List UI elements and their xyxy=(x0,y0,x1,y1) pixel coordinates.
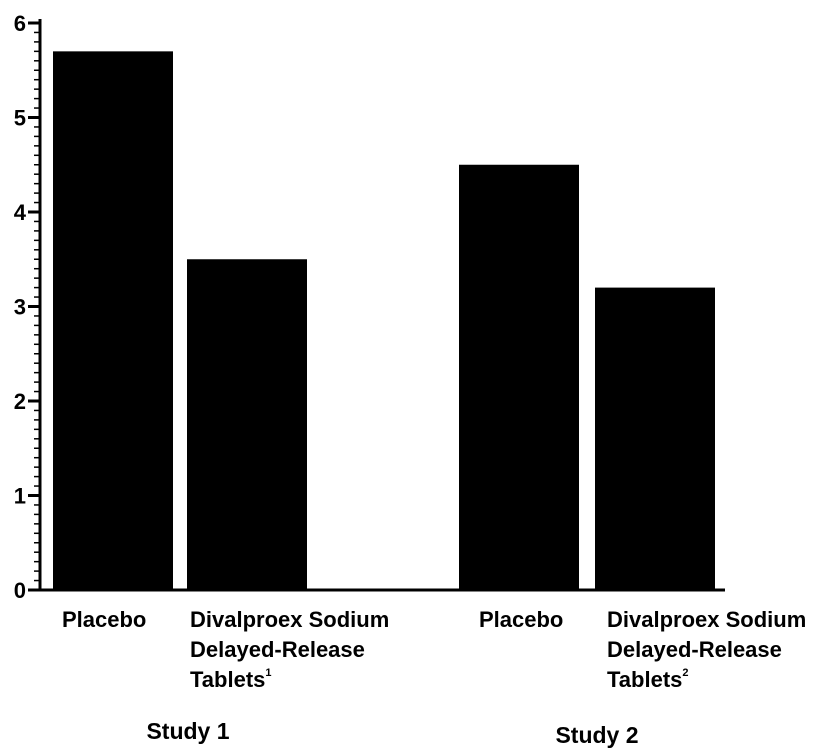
category-label: Placebo xyxy=(62,607,146,632)
category-label: Delayed-Release xyxy=(190,637,365,662)
bar xyxy=(459,164,579,590)
group-label: Study 1 xyxy=(146,718,229,744)
category-label: Divalproex Sodium xyxy=(190,607,389,632)
y-tick-label: 4 xyxy=(14,200,27,225)
y-tick-label: 5 xyxy=(14,106,26,131)
category-label: Divalproex Sodium xyxy=(607,607,806,632)
category-label: Tablets1 xyxy=(190,667,272,692)
y-tick-label: 1 xyxy=(14,484,26,509)
footnote-marker: 1 xyxy=(265,667,271,679)
y-tick-label: 3 xyxy=(14,295,26,320)
category-label: Placebo xyxy=(479,607,563,632)
category-label: Delayed-Release xyxy=(607,637,782,662)
bar xyxy=(53,51,173,591)
bars xyxy=(53,51,715,591)
footnote-marker: 2 xyxy=(682,667,688,679)
y-tick-label: 2 xyxy=(14,389,26,414)
group-label: Study 2 xyxy=(555,722,638,748)
y-tick-label: 0 xyxy=(14,578,26,603)
category-labels: Placebo Divalproex Sodium Delayed-Release T… xyxy=(62,607,806,748)
category-label: Tablets2 xyxy=(607,667,689,692)
bar xyxy=(595,287,715,590)
y-tick-label: 6 xyxy=(14,11,26,36)
bar xyxy=(187,259,307,590)
